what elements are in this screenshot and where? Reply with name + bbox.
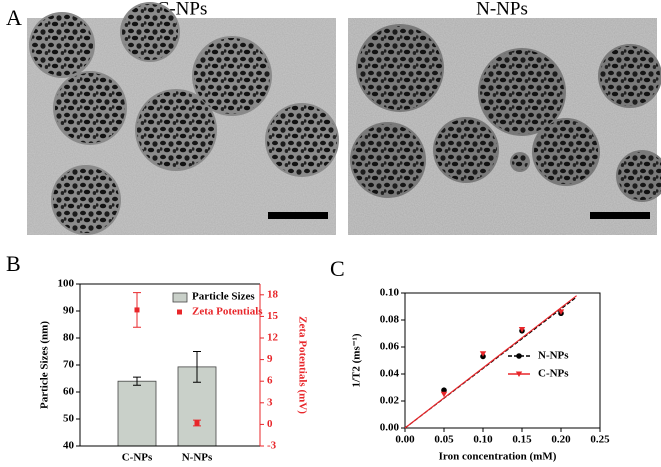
- panel-label: A: [6, 5, 22, 30]
- error-bar: [193, 351, 201, 383]
- x-axis-label: Iron concentration (mM): [439, 451, 557, 463]
- point: [134, 307, 140, 313]
- axis-frame: [79, 283, 260, 447]
- y2-tick-label: 0: [267, 418, 273, 430]
- panel-label: C: [330, 256, 345, 281]
- y-tick-label: 70: [63, 359, 75, 371]
- legend-swatch: [177, 309, 182, 315]
- y-tick-label: 80: [63, 332, 75, 344]
- x-tick-label: 0.05: [434, 434, 454, 446]
- y-tick-label: 0.06: [380, 341, 400, 353]
- x-tick-label: C-NPs: [122, 452, 153, 464]
- y2-tick-label: 12: [267, 332, 279, 344]
- y-tick-label: 100: [58, 278, 75, 290]
- fit-line: [404, 295, 577, 429]
- legend-marker: [516, 353, 522, 359]
- y2-tick-label: 15: [267, 310, 279, 322]
- y-tick-label: 0.00: [380, 422, 400, 434]
- x-tick-label: 0.20: [551, 434, 571, 446]
- point: [440, 391, 448, 398]
- tem-image: [348, 18, 661, 235]
- y2-tick-label: 18: [267, 288, 279, 300]
- x-tick-label: 0.25: [590, 434, 610, 446]
- x-tick-label: 0.10: [473, 434, 493, 446]
- y-tick-label: 0.02: [380, 395, 400, 407]
- y-tick-label: 0.04: [380, 368, 400, 380]
- legend-label: Zeta Potentials: [192, 306, 263, 318]
- clusters-particles: [352, 26, 661, 200]
- legend-label: Particle Sizes: [192, 291, 255, 303]
- y2-tick-label: 9: [267, 353, 273, 365]
- y2-axis-label: Zeta Potentials (mV): [296, 316, 308, 414]
- axis-frame: [404, 292, 601, 429]
- point: [479, 351, 487, 357]
- point: [518, 326, 526, 333]
- x-tick-label: 0.15: [512, 434, 532, 446]
- panel-label: B: [6, 251, 21, 276]
- legend-marker: [515, 371, 523, 377]
- y-tick-label: 50: [63, 413, 75, 425]
- y-tick-label: 90: [63, 305, 75, 317]
- y2-tick-label: 6: [267, 375, 273, 387]
- point: [557, 309, 565, 315]
- clusters-particles: [31, 4, 337, 233]
- image-label: N-NPs: [476, 0, 528, 19]
- y2-tick-label: -3: [267, 440, 277, 452]
- tem-image: [27, 2, 339, 235]
- point: [441, 387, 447, 394]
- y-tick-label: 60: [63, 386, 75, 398]
- y-tick-label: 0.08: [380, 314, 400, 326]
- x-tick-label: N-NPs: [182, 452, 213, 464]
- y-axis-label: Particle Sizes (nm): [39, 321, 51, 409]
- bar: [117, 380, 157, 447]
- error-bar: [133, 376, 141, 386]
- y-tick-label: 40: [63, 440, 75, 452]
- y2-tick-label: 3: [267, 396, 273, 408]
- scale-bar: [590, 212, 650, 219]
- scale-bar: [268, 212, 328, 219]
- y-tick-label: 0.10: [380, 287, 400, 299]
- y-axis-label: 1/T2 (ms⁻¹): [351, 333, 363, 387]
- legend-label: N-NPs: [538, 350, 569, 362]
- point: [194, 420, 200, 426]
- x-tick-label: 0.00: [395, 434, 415, 446]
- legend-swatch: [172, 292, 188, 303]
- legend-label: C-NPs: [538, 368, 569, 380]
